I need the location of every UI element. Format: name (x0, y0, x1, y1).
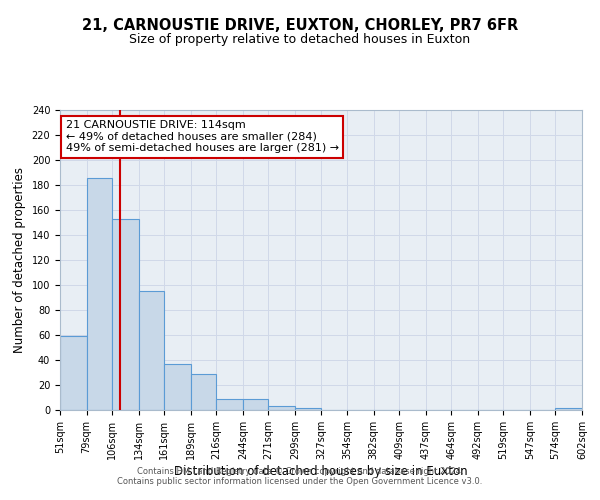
Text: Contains HM Land Registry data © Crown copyright and database right 2024.: Contains HM Land Registry data © Crown c… (137, 467, 463, 476)
Bar (243, 399, 268, 410)
Bar (191, 374, 217, 410)
Bar (268, 406, 295, 410)
Text: Contains public sector information licensed under the Open Government Licence v3: Contains public sector information licen… (118, 477, 482, 486)
Bar (295, 408, 322, 410)
Bar (164, 364, 191, 410)
Bar (139, 291, 164, 410)
Bar (556, 408, 582, 410)
Text: 21 CARNOUSTIE DRIVE: 114sqm
← 49% of detached houses are smaller (284)
49% of se: 21 CARNOUSTIE DRIVE: 114sqm ← 49% of det… (65, 120, 339, 153)
Bar (112, 219, 139, 410)
Bar (60, 336, 86, 410)
Text: Size of property relative to detached houses in Euxton: Size of property relative to detached ho… (130, 32, 470, 46)
Bar (86, 178, 112, 410)
Bar (217, 399, 243, 410)
Y-axis label: Number of detached properties: Number of detached properties (13, 167, 26, 353)
Text: 21, CARNOUSTIE DRIVE, EUXTON, CHORLEY, PR7 6FR: 21, CARNOUSTIE DRIVE, EUXTON, CHORLEY, P… (82, 18, 518, 32)
X-axis label: Distribution of detached houses by size in Euxton: Distribution of detached houses by size … (174, 464, 468, 477)
